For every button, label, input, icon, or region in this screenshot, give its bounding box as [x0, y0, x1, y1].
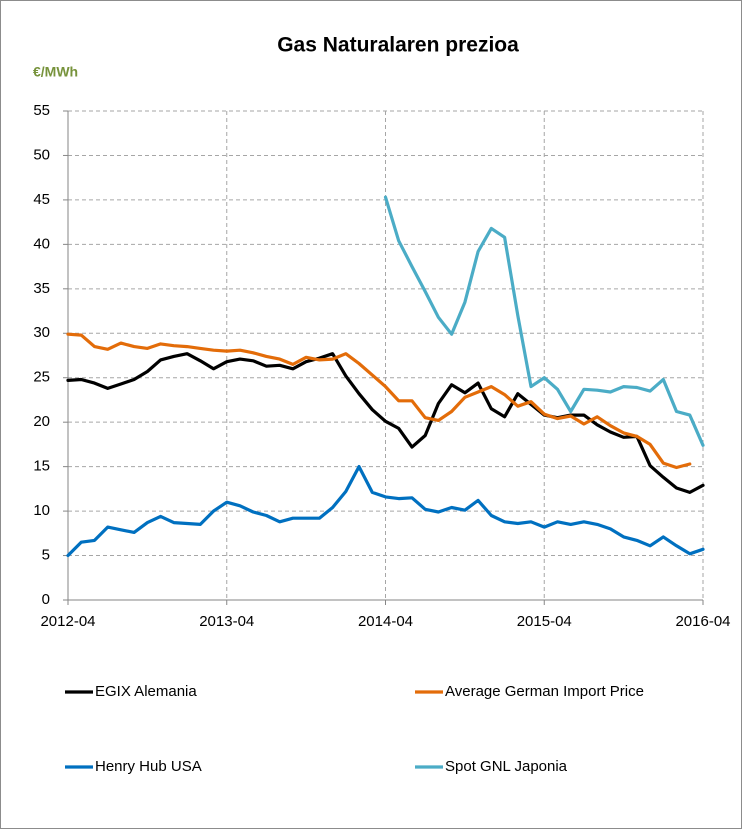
- y-tick-label: 40: [33, 235, 50, 252]
- y-tick-label: 10: [33, 502, 50, 519]
- y-tick-label: 5: [42, 547, 50, 564]
- y-tick-label: 50: [33, 146, 50, 163]
- y-tick-label: 30: [33, 324, 50, 341]
- y-tick-label: 55: [33, 102, 50, 119]
- legend-label: Henry Hub USA: [95, 758, 202, 775]
- y-tick-label: 35: [33, 280, 50, 297]
- legend-label: Spot GNL Japonia: [445, 758, 568, 775]
- series-line: [66, 332, 692, 470]
- chart-title: Gas Naturalaren prezioa: [277, 34, 519, 57]
- y-tick-label: 20: [33, 413, 50, 430]
- x-tick-label: 2014-04: [358, 613, 413, 630]
- x-tick-label: 2016-04: [675, 613, 730, 630]
- series-line: [383, 195, 705, 447]
- series-line: [66, 465, 705, 558]
- y-axis-label: €/MWh: [33, 64, 78, 80]
- y-tick-label: 25: [33, 369, 50, 386]
- series-line: [66, 352, 705, 494]
- legend-label: EGIX Alemania: [95, 683, 197, 700]
- y-tick-label: 0: [42, 591, 50, 608]
- x-tick-label: 2012-04: [40, 613, 95, 630]
- x-tick-label: 2013-04: [199, 613, 254, 630]
- legend-label: Average German Import Price: [445, 683, 644, 700]
- x-tick-label: 2015-04: [517, 613, 572, 630]
- y-tick-label: 15: [33, 458, 50, 475]
- y-tick-label: 45: [33, 191, 50, 208]
